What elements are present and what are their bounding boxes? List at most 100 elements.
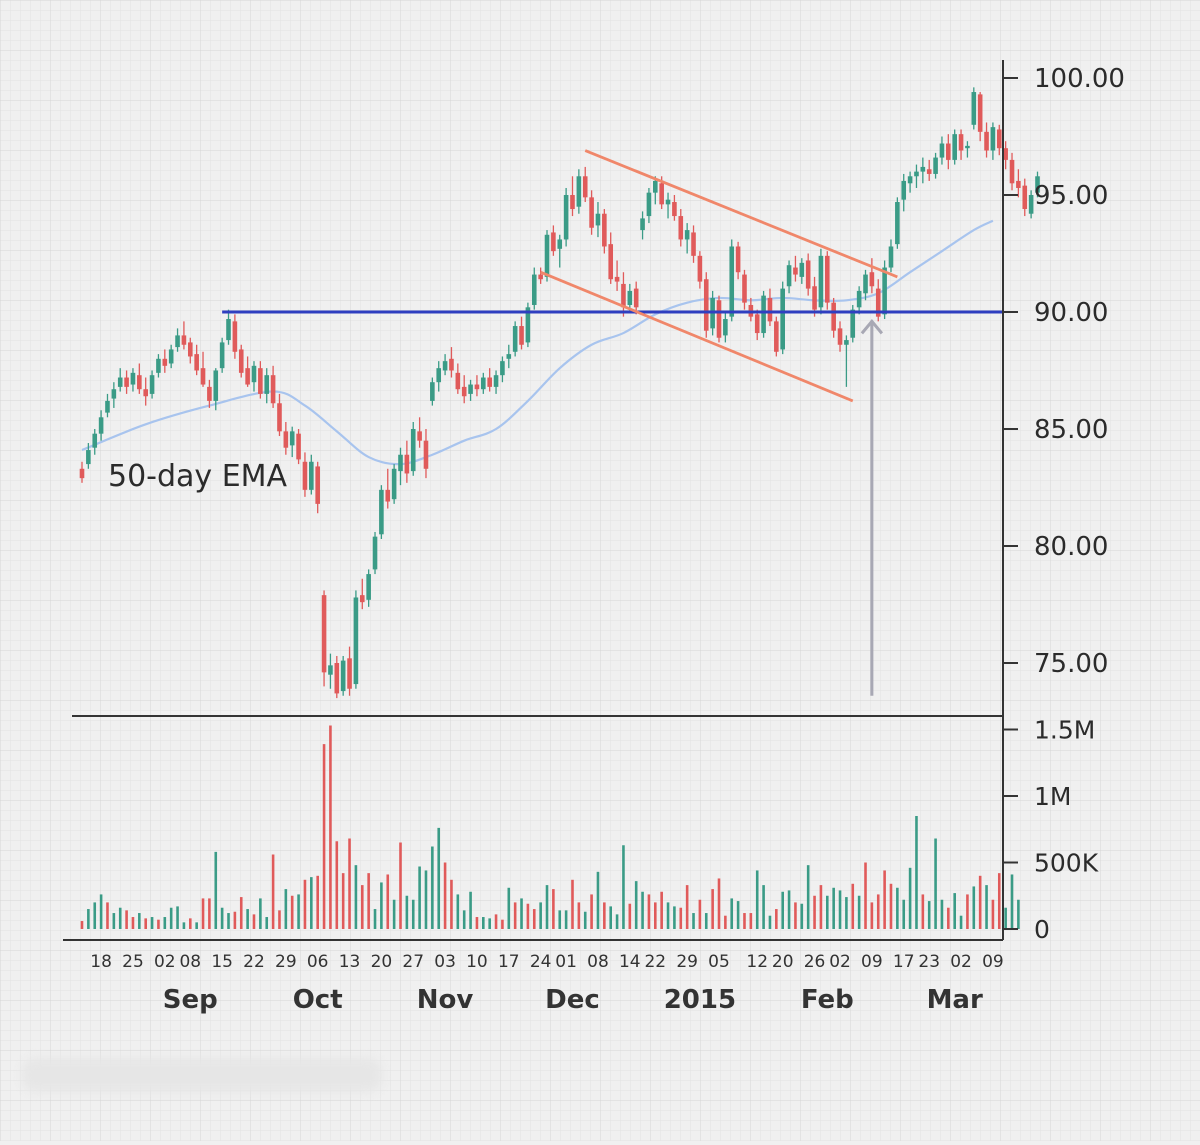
candle (729, 239, 735, 322)
candle-body (461, 386, 467, 397)
candle (1016, 169, 1021, 198)
candle-body (672, 202, 677, 217)
month-tick-label: Dec (545, 985, 600, 1015)
month-tick-label: Oct (293, 985, 343, 1015)
candle-body (143, 389, 148, 397)
candle-body (774, 321, 779, 352)
day-tick-label: 02 (829, 952, 851, 972)
candle-body (831, 302, 836, 331)
candle-body (98, 417, 104, 434)
day-tick-label: 24 (530, 952, 552, 972)
candle (856, 286, 862, 315)
candle-body (984, 131, 989, 151)
candle-body (665, 199, 671, 205)
volume-tick-label: 500K (1034, 849, 1099, 878)
candle-body (130, 372, 136, 385)
candle (684, 223, 690, 254)
candle (455, 363, 461, 394)
candle (621, 272, 626, 317)
candle-body (137, 375, 142, 390)
candle (761, 290, 766, 338)
candle-body (468, 384, 473, 394)
candle (627, 283, 633, 312)
candle-body (181, 335, 187, 345)
day-tick-label: 17 (893, 952, 915, 972)
candle (665, 192, 671, 219)
day-tick-label: 02 (154, 952, 176, 972)
channel-lower-line (540, 270, 854, 403)
candle (1022, 178, 1028, 217)
day-tick-label: 08 (587, 952, 609, 972)
candle (824, 251, 830, 310)
candle-body (614, 276, 620, 282)
candle-body (340, 660, 346, 692)
candle-body (952, 134, 957, 160)
candle-body (888, 246, 894, 268)
candle-body (901, 180, 907, 200)
candle (519, 316, 524, 350)
candle (799, 258, 805, 284)
candle (404, 440, 410, 483)
candle-body (519, 326, 524, 345)
price-tick-label: 85.00 (1034, 415, 1108, 445)
candle-body (436, 368, 442, 383)
candle-body (684, 230, 690, 240)
day-tick-label: 08 (179, 952, 201, 972)
candle-body (232, 321, 238, 352)
candle (812, 276, 817, 317)
candle (933, 152, 938, 179)
axes: 100.00 95.00 90.00 85.00 80.00 75.00 1.5M 1M 500… (63, 60, 1125, 1015)
candle-body (895, 202, 900, 245)
candle (589, 190, 594, 235)
candle-body (582, 176, 588, 198)
candle (372, 531, 378, 575)
candle-body (646, 192, 652, 217)
candle-body (359, 595, 365, 603)
candle (117, 368, 123, 392)
candle (398, 447, 403, 486)
candle (168, 344, 174, 369)
day-tick-label: 26 (804, 952, 826, 972)
candle (219, 337, 225, 373)
candle-body (455, 372, 461, 390)
candle (551, 225, 556, 256)
candle (557, 234, 563, 268)
candle (391, 464, 397, 504)
candle-body (442, 361, 448, 371)
day-tick-label: 22 (243, 952, 265, 972)
volume-tick-label: 1.5M (1034, 716, 1095, 745)
candle (703, 272, 709, 338)
day-tick-label: 12 (746, 952, 768, 972)
candle-body (958, 134, 964, 151)
candle (98, 410, 104, 441)
candle (321, 590, 327, 687)
candle (143, 377, 148, 406)
candle (614, 260, 620, 291)
candle (672, 195, 677, 221)
day-tick-label: 23 (918, 952, 940, 972)
candle (977, 92, 983, 142)
candle (156, 354, 161, 378)
candle (283, 421, 289, 455)
candle (258, 361, 263, 399)
candle (130, 368, 136, 392)
candle (971, 87, 977, 130)
candle-body (347, 658, 352, 689)
candle (818, 248, 824, 315)
candle (1028, 190, 1034, 219)
candle (92, 429, 98, 455)
candle (111, 382, 117, 408)
candle-body (863, 274, 868, 294)
candle-body (799, 262, 805, 277)
price-tick-label: 75.00 (1034, 649, 1108, 679)
candle (952, 129, 957, 165)
arrow-head (860, 319, 884, 335)
blurred-footer (22, 1058, 382, 1092)
candle (1003, 141, 1008, 170)
month-tick-label: Feb (801, 985, 854, 1015)
candle (582, 166, 588, 203)
candle (328, 653, 333, 689)
candle-body (506, 354, 512, 359)
